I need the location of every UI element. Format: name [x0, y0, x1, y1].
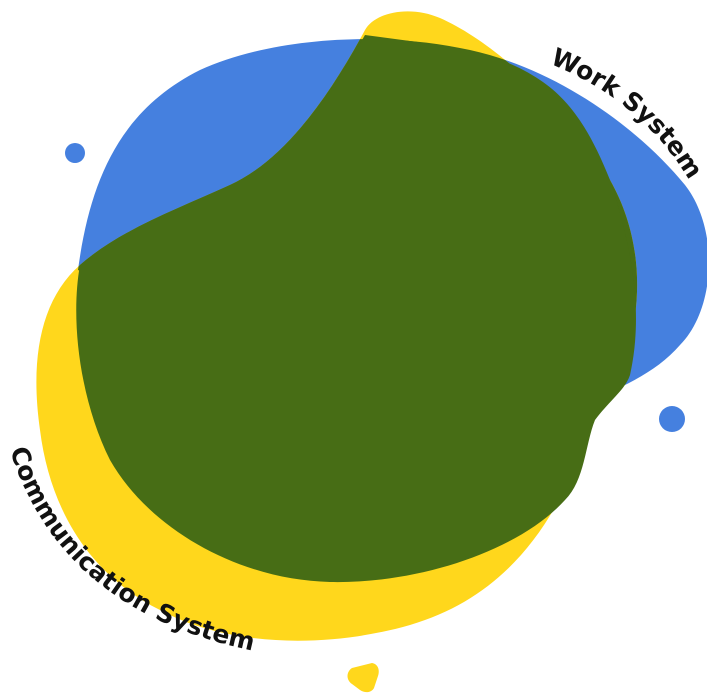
accent-triangle	[347, 663, 379, 693]
accent-dot-small	[65, 143, 85, 163]
overlap-core	[76, 35, 636, 583]
accent-dot-large	[659, 406, 685, 432]
